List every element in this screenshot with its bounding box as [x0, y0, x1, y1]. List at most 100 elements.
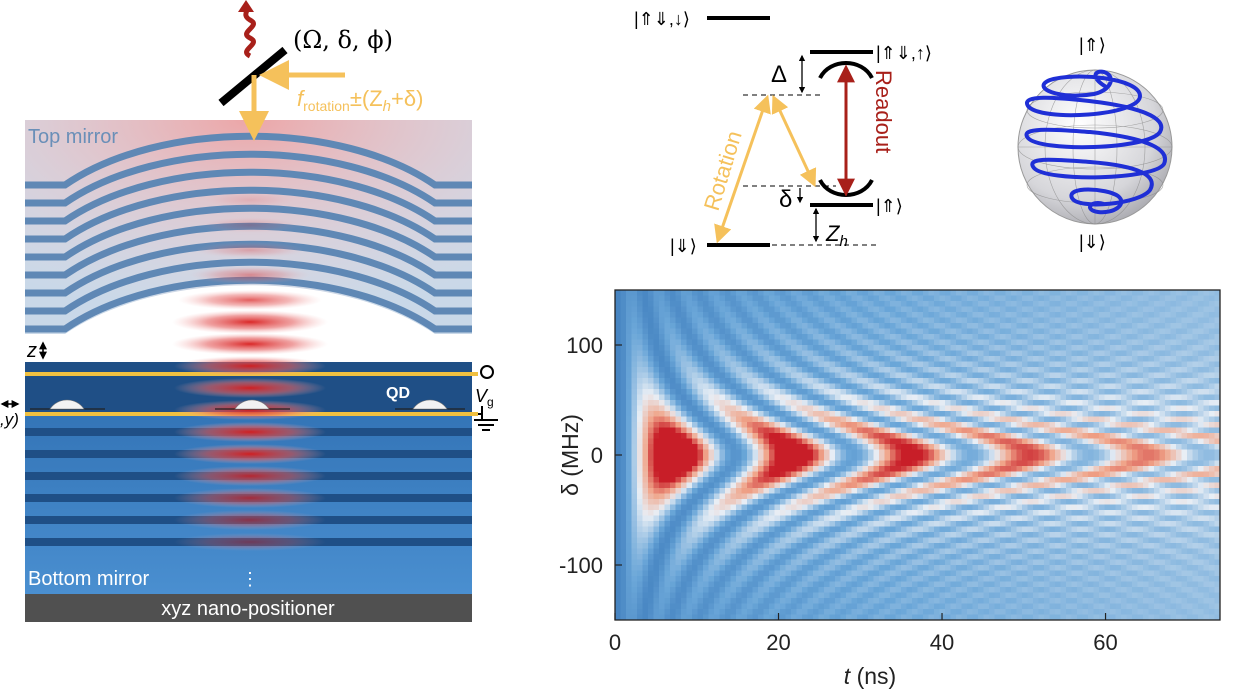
heatmap-cell — [818, 455, 825, 462]
heatmap-cell — [1187, 372, 1194, 379]
heatmap-cell — [824, 312, 831, 319]
heatmap-cell — [692, 306, 699, 313]
heatmap-cell — [1115, 433, 1122, 440]
heatmap-cell — [906, 504, 913, 511]
heatmap-cell — [967, 405, 974, 412]
heatmap-cell — [1060, 378, 1067, 385]
heatmap-cell — [752, 526, 759, 533]
heatmap-cell — [708, 312, 715, 319]
heatmap-cell — [818, 499, 825, 506]
heatmap-cell — [1154, 532, 1161, 539]
heatmap-cell — [917, 290, 924, 297]
heatmap-cell — [802, 290, 809, 297]
heatmap-cell — [994, 301, 1001, 308]
heatmap-cell — [1170, 356, 1177, 363]
heatmap-cell — [725, 367, 732, 374]
heatmap-cell — [994, 449, 1001, 456]
heatmap-cell — [851, 488, 858, 495]
heatmap-cell — [1033, 444, 1040, 451]
heatmap-cell — [1038, 493, 1045, 500]
heatmap-cell — [1176, 455, 1183, 462]
heatmap-cell — [615, 306, 622, 313]
heatmap-cell — [1027, 383, 1034, 390]
heatmap-cell — [769, 449, 776, 456]
heatmap-cell — [1022, 290, 1029, 297]
heatmap-cell — [923, 372, 930, 379]
heatmap-cell — [1214, 521, 1220, 528]
heatmap-cell — [846, 361, 853, 368]
heatmap-cell — [708, 460, 715, 467]
heatmap-cell — [653, 411, 660, 418]
heatmap-cell — [1022, 345, 1029, 352]
heatmap-cell — [774, 504, 781, 511]
heatmap-cell — [1099, 521, 1106, 528]
heatmap-cell — [901, 400, 908, 407]
heatmap-cell — [978, 339, 985, 346]
heatmap-cell — [857, 290, 864, 297]
heatmap-cell — [1060, 339, 1067, 346]
heatmap-cell — [620, 460, 627, 467]
heatmap-cell — [763, 345, 770, 352]
heatmap-cell — [818, 433, 825, 440]
heatmap-cell — [1165, 510, 1172, 517]
heatmap-cell — [659, 411, 666, 418]
heatmap-cell — [763, 328, 770, 335]
heatmap-cell — [873, 493, 880, 500]
heatmap-cell — [703, 422, 710, 429]
heatmap-cell — [928, 427, 935, 434]
heatmap-cell — [840, 444, 847, 451]
heatmap-cell — [802, 532, 809, 539]
heatmap-cell — [917, 334, 924, 341]
heatmap-cell — [873, 444, 880, 451]
heatmap-cell — [675, 433, 682, 440]
heatmap-cell — [670, 515, 677, 522]
heatmap-cell — [994, 394, 1001, 401]
heatmap-cell — [950, 521, 957, 528]
heatmap-cell — [1099, 328, 1106, 335]
heatmap-cell — [1137, 295, 1144, 302]
heatmap-cell — [637, 400, 644, 407]
heatmap-cell — [846, 482, 853, 489]
heatmap-cell — [686, 317, 693, 324]
heatmap-cell — [840, 356, 847, 363]
heatmap-cell — [670, 389, 677, 396]
heatmap-cell — [1203, 471, 1210, 478]
heatmap-cell — [1176, 488, 1183, 495]
heatmap-cell — [939, 466, 946, 473]
heatmap-cell — [626, 312, 633, 319]
heatmap-cell — [714, 394, 721, 401]
heatmap-cell — [1121, 378, 1128, 385]
heatmap-cell — [653, 290, 660, 297]
heatmap-cell — [928, 526, 935, 533]
heatmap-cell — [939, 383, 946, 390]
heatmap-cell — [1203, 383, 1210, 390]
heatmap-cell — [1176, 301, 1183, 308]
heatmap-cell — [906, 394, 913, 401]
heatmap-cell — [978, 367, 985, 374]
heatmap-cell — [686, 350, 693, 357]
heatmap-cell — [736, 339, 743, 346]
heatmap-cell — [703, 532, 710, 539]
heatmap-cell — [901, 328, 908, 335]
heatmap-cell — [1181, 521, 1188, 528]
heatmap-cell — [1154, 521, 1161, 528]
heatmap-cell — [956, 444, 963, 451]
heatmap-cell — [796, 356, 803, 363]
heatmap-cell — [846, 317, 853, 324]
heatmap-cell — [1214, 312, 1220, 319]
heatmap-cell — [895, 466, 902, 473]
heatmap-cell — [846, 466, 853, 473]
heatmap-cell — [1181, 345, 1188, 352]
heatmap-cell — [697, 317, 704, 324]
heatmap-cell — [736, 488, 743, 495]
heatmap-cell — [1088, 361, 1095, 368]
heatmap-cell — [659, 317, 666, 324]
heatmap-cell — [829, 526, 836, 533]
heatmap-cell — [752, 345, 759, 352]
heatmap-cell — [686, 378, 693, 385]
heatmap-cell — [879, 323, 886, 330]
heatmap-cell — [1165, 356, 1172, 363]
heatmap-cell — [1016, 361, 1023, 368]
heatmap-cell — [659, 301, 666, 308]
heatmap-cell — [978, 515, 985, 522]
